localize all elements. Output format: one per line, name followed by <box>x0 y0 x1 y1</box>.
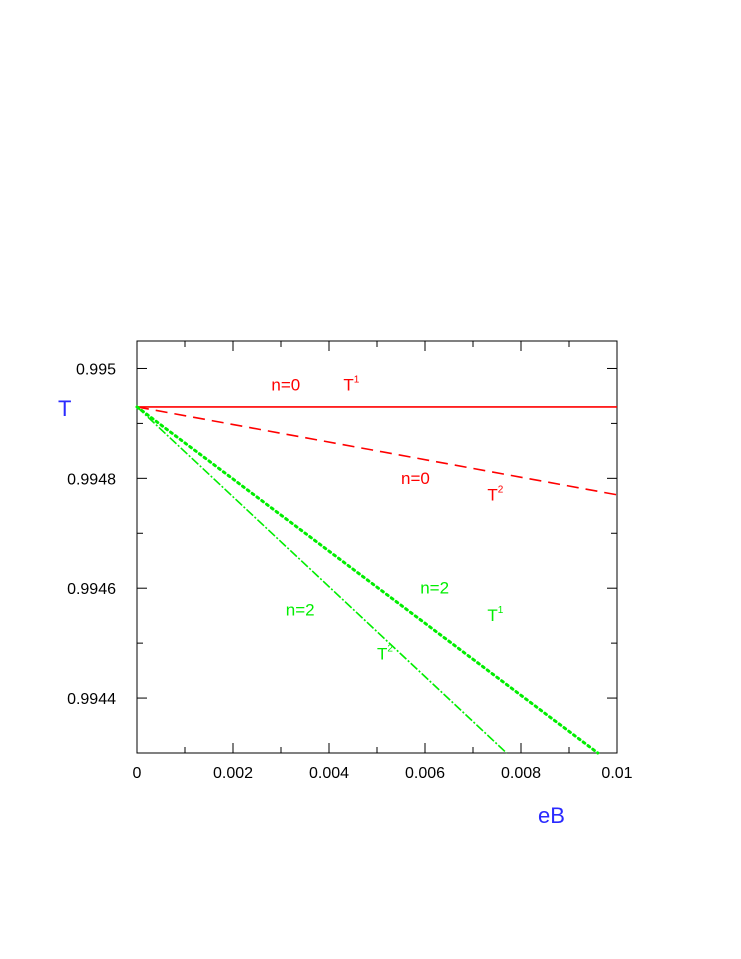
y-tick-label: 0.995 <box>76 361 116 378</box>
series-n2-T1 <box>135 405 600 755</box>
annotation-T1-label-green: T1 <box>487 605 503 625</box>
x-tick-label: 0.01 <box>601 765 632 782</box>
y-axis-title: T <box>58 396 71 421</box>
series-group <box>135 405 618 755</box>
y-tick-labels: 0.995 0.9948 0.9946 0.9944 <box>67 361 116 708</box>
annotation-n2-label-2: n=2 <box>286 601 315 620</box>
annotation-T2-label-red: T2 <box>487 484 503 504</box>
series-n2-T2 <box>136 406 508 754</box>
annotation-n2-label-1: n=2 <box>420 579 449 598</box>
x-tick-label: 0.004 <box>309 765 349 782</box>
x-tick-labels: 0 0.002 0.004 0.006 0.008 0.01 <box>133 765 633 782</box>
annotation-n0-label-2: n=0 <box>401 469 430 488</box>
x-tick-label: 0.002 <box>213 765 253 782</box>
x-axis-title: eB <box>538 803 565 828</box>
axis-ticks <box>136 341 618 754</box>
x-tick-label: 0.008 <box>501 765 541 782</box>
y-tick-label: 0.9946 <box>67 581 116 598</box>
x-tick-label: 0 <box>133 765 142 782</box>
y-tick-label: 0.9948 <box>67 471 116 488</box>
y-tick-label: 0.9944 <box>67 691 116 708</box>
x-tick-label: 0.006 <box>405 765 445 782</box>
annotation-n0-label-1: n=0 <box>271 375 300 394</box>
plot-frame <box>136 340 618 754</box>
series-n0-T2 <box>136 406 618 496</box>
annotations: n=0 T1 n=0 T2 n=2 T1 n=2 T2 <box>271 374 503 663</box>
annotation-T2-label-green: T2 <box>377 644 393 664</box>
annotation-T1-label-red: T1 <box>343 374 359 394</box>
